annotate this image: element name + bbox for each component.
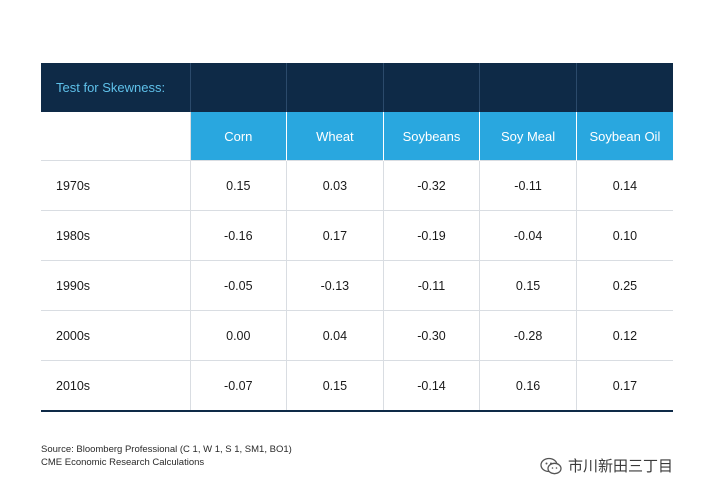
column-header-soybean-oil: Soybean Oil [576,112,673,161]
skewness-table: Test for Skewness: Corn Wheat Soybeans S… [41,63,673,412]
table-row: 2010s -0.07 0.15 -0.14 0.16 0.17 [41,360,673,412]
table-cell: -0.04 [479,210,577,261]
table-cell: -0.30 [383,310,481,361]
table-cell: 0.12 [576,310,673,361]
table-cell: 0.03 [286,160,384,211]
column-header-corn: Corn [190,112,288,161]
column-header-soy-meal: Soy Meal [479,112,577,161]
row-label: 1970s [41,160,191,211]
table-row: 2000s 0.00 0.04 -0.30 -0.28 0.12 [41,310,673,361]
title-band-cell [383,63,481,112]
table-cell: 0.17 [576,360,673,412]
table-title-row: Test for Skewness: [41,63,673,112]
table-cell: 0.00 [190,310,288,361]
row-label: 2000s [41,310,191,361]
table-cell: 0.15 [286,360,384,412]
table-title: Test for Skewness: [41,63,191,112]
table-cell: 0.15 [479,260,577,311]
wechat-icon [540,457,562,474]
source-line-1: Source: Bloomberg Professional (C 1, W 1… [41,444,292,455]
table-cell: 0.04 [286,310,384,361]
table-cell: 0.14 [576,160,673,211]
table-cell: 0.25 [576,260,673,311]
table-row: 1970s 0.15 0.03 -0.32 -0.11 0.14 [41,160,673,211]
title-band-cell [286,63,384,112]
title-band-cell [190,63,288,112]
title-band-cell [479,63,577,112]
header-corner-cell [41,112,191,161]
table-cell: -0.14 [383,360,481,412]
row-label: 1980s [41,210,191,261]
column-header-soybeans: Soybeans [383,112,481,161]
table-cell: -0.13 [286,260,384,311]
column-header-wheat: Wheat [286,112,384,161]
watermark: 市川新田三丁目 [540,455,673,476]
table-row: 1980s -0.16 0.17 -0.19 -0.04 0.10 [41,210,673,261]
column-header-row: Corn Wheat Soybeans Soy Meal Soybean Oil [41,112,673,161]
table-cell: -0.28 [479,310,577,361]
table-row: 1990s -0.05 -0.13 -0.11 0.15 0.25 [41,260,673,311]
table-cell: 0.15 [190,160,288,211]
title-band-cell [576,63,673,112]
table-cell: 0.16 [479,360,577,412]
row-label: 1990s [41,260,191,311]
table-cell: -0.11 [383,260,481,311]
table-cell: -0.11 [479,160,577,211]
skewness-table-container: Test for Skewness: Corn Wheat Soybeans S… [41,63,673,412]
table-cell: -0.07 [190,360,288,412]
watermark-text: 市川新田三丁目 [568,458,674,475]
source-note: Source: Bloomberg Professional (C 1, W 1… [41,443,292,469]
table-cell: -0.32 [383,160,481,211]
table-cell: 0.17 [286,210,384,261]
table-cell: -0.16 [190,210,288,261]
table-cell: 0.10 [576,210,673,261]
table-cell: -0.19 [383,210,481,261]
table-cell: -0.05 [190,260,288,311]
source-line-2: CME Economic Research Calculations [41,457,205,468]
row-label: 2010s [41,360,191,412]
